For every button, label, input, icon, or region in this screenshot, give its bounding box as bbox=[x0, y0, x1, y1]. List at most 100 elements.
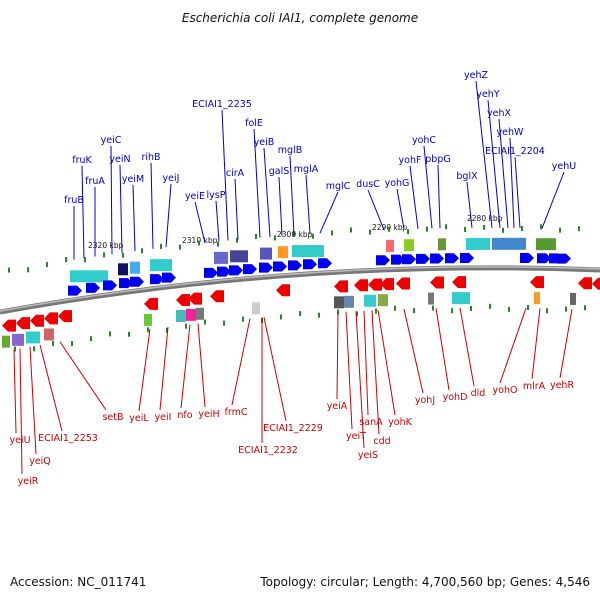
feature-block bbox=[176, 309, 186, 322]
gene-arrow-reverse bbox=[380, 278, 394, 291]
gc-tick bbox=[312, 233, 314, 239]
gene-label: yeiL bbox=[129, 413, 149, 424]
gene-arrow-reverse bbox=[144, 297, 158, 310]
feature-block bbox=[386, 239, 394, 252]
gene-arrow-forward bbox=[119, 278, 133, 289]
gene-arrow-forward bbox=[259, 262, 273, 273]
gc-tick bbox=[502, 227, 504, 233]
gene-arrow-forward bbox=[445, 253, 459, 264]
label-leader-line bbox=[81, 165, 85, 259]
label-leader-line bbox=[305, 174, 311, 234]
label-leader-line bbox=[475, 80, 493, 228]
label-leader-line bbox=[39, 344, 63, 432]
gc-tick bbox=[521, 225, 523, 231]
gene-label: dusC bbox=[356, 179, 380, 190]
label-leader-line bbox=[371, 310, 380, 435]
gene-label: ECIAI1_2232 bbox=[238, 445, 298, 456]
label-leader-line bbox=[423, 145, 433, 229]
gene-label: folE bbox=[245, 118, 263, 129]
gc-tick bbox=[489, 303, 491, 309]
gene-arrow-reverse bbox=[578, 277, 592, 290]
gc-tick bbox=[198, 240, 200, 246]
label-leader-line bbox=[498, 118, 509, 228]
gc-tick bbox=[84, 257, 86, 263]
gc-tick bbox=[217, 241, 219, 247]
gc-tick bbox=[318, 312, 320, 318]
gc-tick bbox=[407, 229, 409, 235]
gc-tick bbox=[8, 267, 10, 273]
gc-tick bbox=[33, 346, 35, 352]
gc-tick bbox=[470, 305, 472, 311]
gene-arrow-forward bbox=[103, 280, 117, 291]
feature-block bbox=[12, 333, 24, 346]
label-leader-line bbox=[110, 145, 113, 255]
label-leader-line bbox=[487, 99, 501, 228]
label-leader-line bbox=[180, 324, 191, 409]
gene-label: yohO bbox=[493, 385, 518, 396]
gc-tick bbox=[141, 248, 143, 254]
gc-tick bbox=[274, 235, 276, 241]
gene-label: mglC bbox=[326, 181, 351, 192]
gc-tick bbox=[299, 310, 301, 316]
reverse-feature-blocks bbox=[2, 292, 576, 348]
feature-block bbox=[428, 292, 434, 305]
gene-label: lysP bbox=[207, 190, 226, 201]
gene-arrow-reverse bbox=[276, 284, 290, 297]
gene-arrow-reverse bbox=[176, 293, 190, 306]
gene-label: cirA bbox=[226, 168, 245, 179]
map-title: Escherichia coli IAI1, complete genome bbox=[182, 11, 418, 25]
gc-tick bbox=[236, 237, 238, 243]
gene-label: fruA bbox=[85, 176, 105, 187]
feature-block bbox=[278, 246, 288, 259]
gc-tick bbox=[508, 306, 510, 312]
gene-arrow-reverse bbox=[452, 276, 466, 289]
gene-label: pbpG bbox=[425, 154, 450, 165]
gc-tick bbox=[356, 311, 358, 317]
gene-label: yohJ bbox=[415, 395, 435, 406]
gene-label: fruK bbox=[72, 155, 92, 166]
label-leader-line bbox=[234, 178, 239, 240]
label-leader-line bbox=[514, 156, 521, 229]
tick-label: 2280 kbp bbox=[467, 214, 503, 223]
gene-label: nfo bbox=[177, 410, 192, 421]
label-leader-line bbox=[253, 128, 261, 238]
gene-arrow-forward bbox=[130, 276, 144, 287]
gene-arrow-reverse bbox=[354, 279, 368, 292]
gene-label: dld bbox=[471, 388, 486, 399]
feature-block bbox=[364, 294, 376, 307]
gene-label: cdd bbox=[373, 436, 390, 447]
gene-label: setB bbox=[102, 412, 123, 423]
feature-block bbox=[44, 328, 54, 341]
gene-arrow-forward bbox=[273, 261, 287, 272]
gc-tick bbox=[540, 224, 542, 230]
gene-label: yehW bbox=[497, 127, 524, 138]
label-leader-line bbox=[541, 171, 565, 229]
feature-block bbox=[144, 313, 152, 326]
gc-tick bbox=[280, 314, 282, 320]
label-leader-line bbox=[499, 307, 527, 384]
gc-tick bbox=[584, 305, 586, 311]
label-leader-line bbox=[165, 183, 172, 248]
label-leader-line bbox=[435, 308, 450, 391]
gene-arrow-forward bbox=[402, 254, 416, 265]
feature-block bbox=[570, 292, 576, 305]
gene-arrow-forward bbox=[288, 260, 302, 271]
gc-tick bbox=[413, 308, 415, 314]
label-leader-line bbox=[377, 310, 396, 416]
gc-tick bbox=[71, 341, 73, 347]
label-leader-line bbox=[197, 323, 206, 408]
feature-block bbox=[452, 292, 470, 305]
reverse-gene-labels: yeiU yeiR yeiQ ECIAI1_2253 setB yeiL yei… bbox=[9, 380, 574, 487]
gene-arrow-forward bbox=[150, 274, 164, 285]
label-leader-line bbox=[29, 346, 37, 455]
gene-arrow-forward bbox=[318, 258, 332, 269]
gene-label: yohG bbox=[385, 178, 410, 189]
gene-label: ECIAI1_2229 bbox=[263, 423, 323, 434]
label-leader-line bbox=[319, 191, 339, 234]
feature-block bbox=[466, 237, 490, 250]
gene-arrow-forward bbox=[520, 252, 534, 263]
gene-arrow-forward bbox=[460, 252, 474, 263]
gene-arrow-reverse bbox=[44, 312, 58, 325]
feature-block bbox=[26, 331, 40, 344]
label-leader-line bbox=[345, 311, 353, 430]
